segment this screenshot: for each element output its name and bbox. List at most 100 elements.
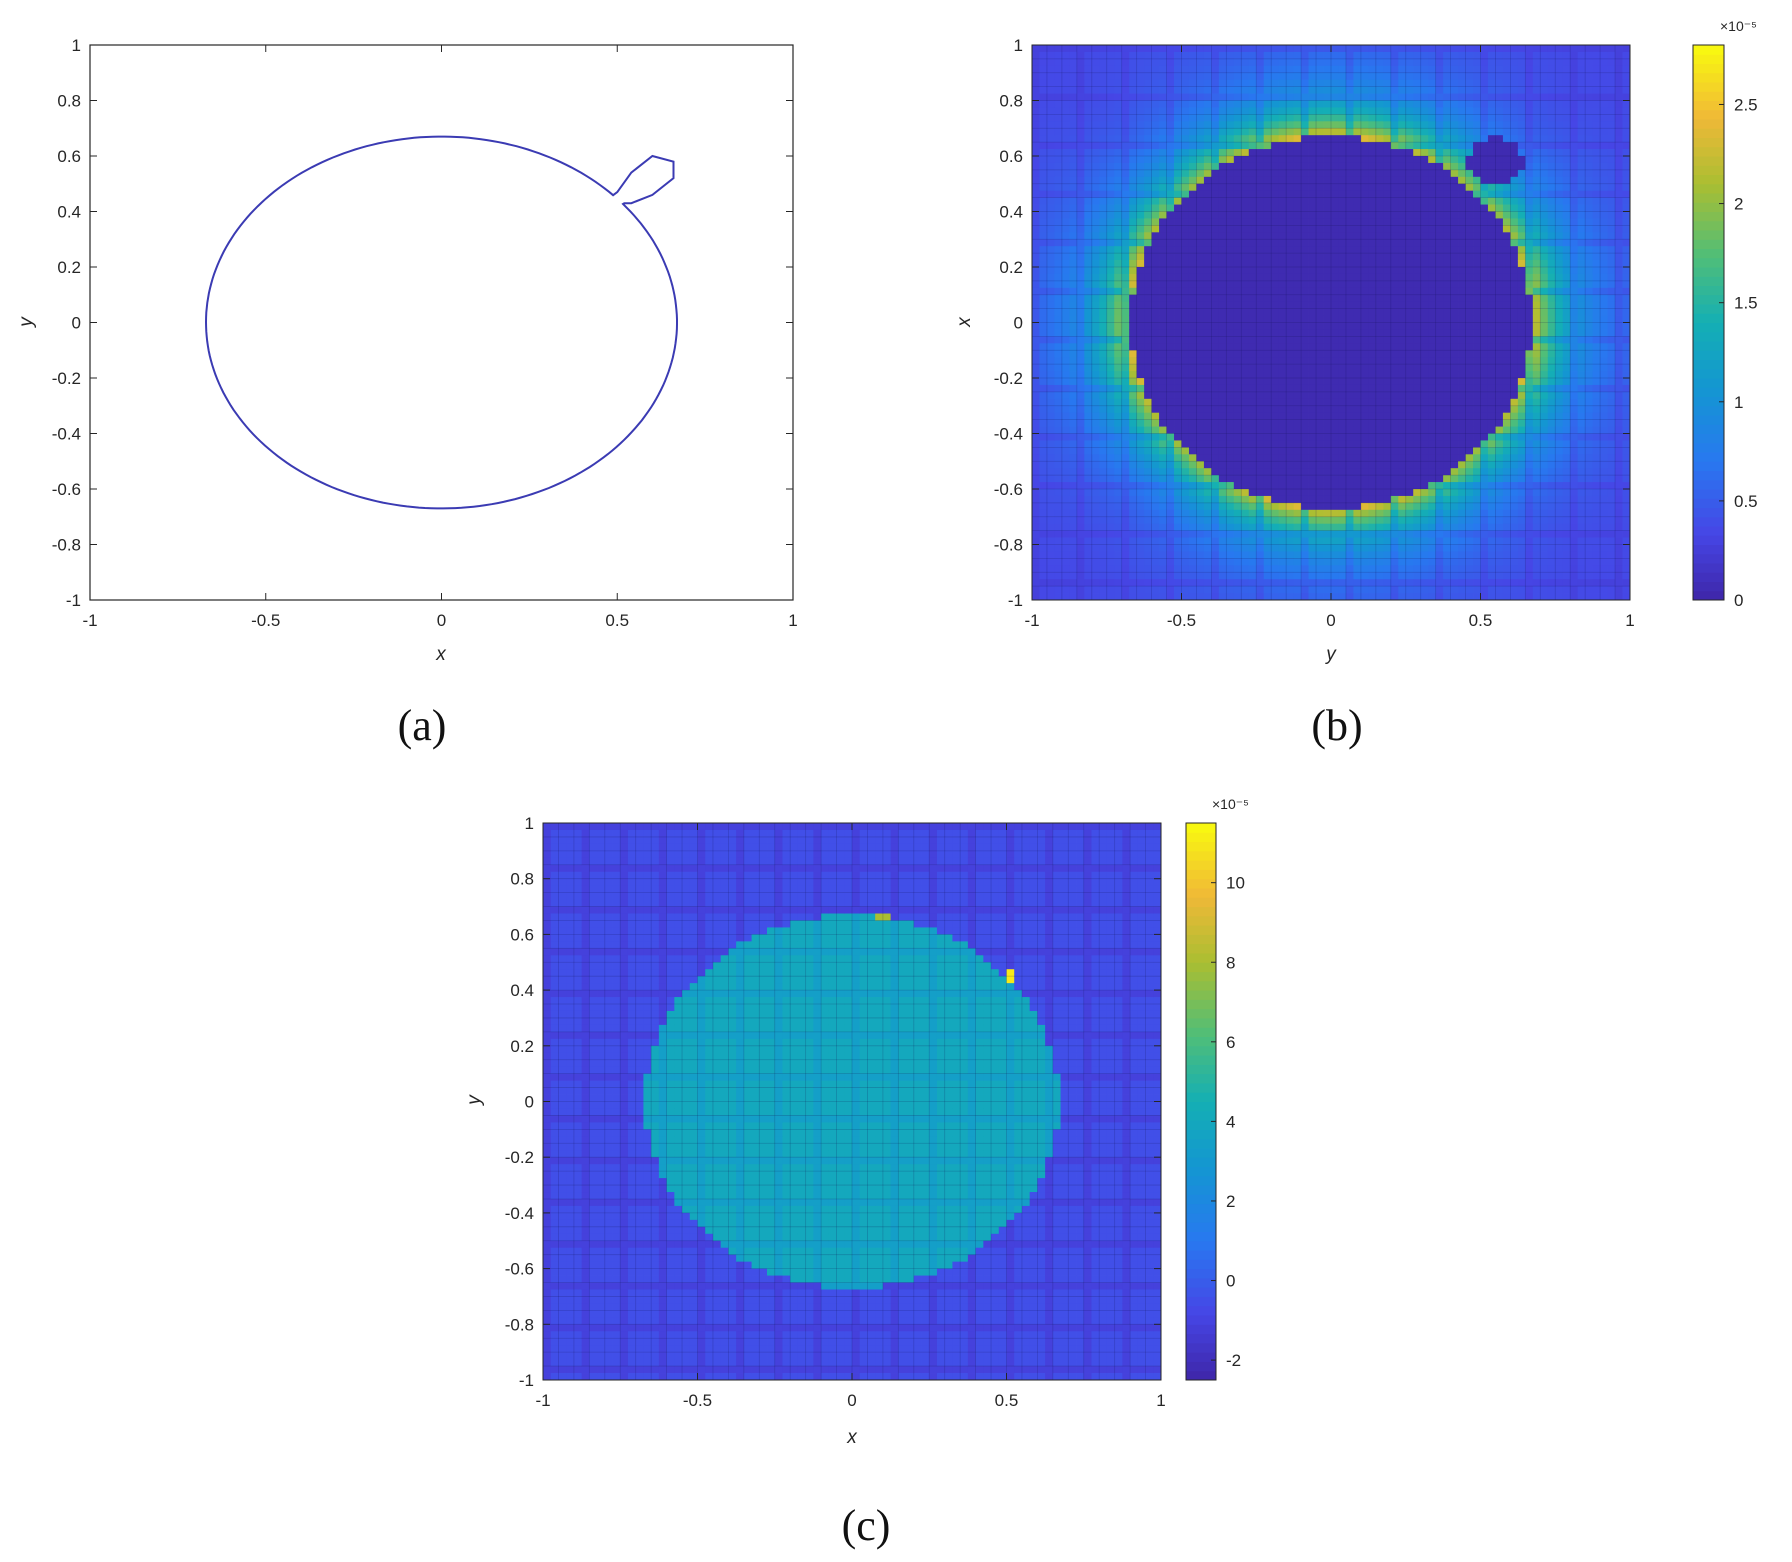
heatmap-cell	[1383, 378, 1392, 386]
heatmap-cell	[1091, 246, 1100, 254]
heatmap-cell	[1188, 239, 1197, 247]
heatmap-cell	[1211, 176, 1220, 185]
heatmap-cell	[1069, 156, 1078, 164]
heatmap-cell	[1473, 246, 1481, 254]
heatmap-cell	[1360, 391, 1369, 400]
heatmap-cell	[1218, 301, 1227, 310]
heatmap-cell	[1218, 482, 1227, 490]
heatmap-cell	[1435, 211, 1444, 219]
heatmap-cell	[1286, 176, 1295, 185]
heatmap-cell	[1076, 593, 1085, 601]
heatmap-cell	[1293, 371, 1302, 379]
heatmap-cell	[1054, 253, 1063, 261]
heatmap-cell	[1450, 162, 1459, 171]
heatmap-cell	[1278, 156, 1287, 164]
heatmap-cell	[1316, 530, 1324, 538]
heatmap-cell	[1091, 107, 1100, 115]
heatmap-cell	[1211, 336, 1220, 344]
heatmap-cell	[1360, 336, 1369, 344]
heatmap-cell	[1278, 322, 1287, 330]
heatmap-cell	[1293, 315, 1302, 323]
heatmap-cell	[1196, 176, 1205, 185]
heatmap-cell	[1308, 114, 1317, 122]
heatmap-cell	[1465, 260, 1474, 268]
heatmap-cell	[1338, 190, 1347, 199]
heatmap-cell	[1263, 301, 1272, 310]
heatmap-cell	[1435, 86, 1444, 94]
heatmap-cell	[1331, 162, 1339, 171]
heatmap-cell	[1473, 51, 1481, 60]
heatmap-cell	[1091, 350, 1100, 358]
heatmap-cell	[1458, 405, 1466, 414]
heatmap-cell	[1360, 190, 1369, 199]
heatmap-cell	[1405, 128, 1414, 136]
heatmap-cell	[1233, 142, 1242, 150]
heatmap-cell	[1069, 482, 1078, 490]
heatmap-cell	[1121, 398, 1130, 407]
heatmap-cell	[1316, 322, 1324, 330]
heatmap-cell	[1458, 204, 1466, 212]
heatmap-cell	[1136, 294, 1145, 303]
heatmap-cell	[1144, 468, 1153, 476]
heatmap-cell	[1241, 412, 1250, 421]
heatmap-cell	[1390, 426, 1399, 434]
heatmap-cell	[1487, 301, 1496, 310]
heatmap-cell	[1084, 593, 1093, 601]
heatmap-cell	[1480, 253, 1489, 261]
heatmap-cell	[1480, 482, 1489, 490]
heatmap-cell	[1390, 502, 1399, 511]
heatmap-cell	[1151, 204, 1160, 212]
heatmap-cell	[1271, 537, 1280, 545]
heatmap-cell	[1443, 523, 1452, 532]
heatmap-cell	[1069, 544, 1078, 552]
heatmap-cell	[1054, 475, 1063, 483]
heatmap-cell	[1390, 371, 1399, 379]
heatmap-cell	[1375, 197, 1384, 205]
heatmap-cell	[1166, 482, 1175, 490]
heatmap-cell	[1114, 225, 1123, 233]
heatmap-cell	[1136, 509, 1145, 518]
heatmap-cell	[1106, 398, 1115, 407]
heatmap-cell	[1331, 509, 1339, 518]
heatmap-cell	[1046, 86, 1055, 94]
heatmap-cell	[1106, 176, 1115, 185]
heatmap-cell	[1233, 565, 1242, 573]
heatmap-cell	[1278, 558, 1287, 566]
heatmap-cell	[1323, 454, 1332, 462]
heatmap-cell	[1099, 572, 1108, 580]
heatmap-cell	[1084, 558, 1093, 566]
heatmap-cell	[1458, 454, 1466, 462]
heatmap-cell	[1345, 197, 1354, 205]
heatmap-cell	[1263, 558, 1272, 566]
heatmap-cell	[1413, 315, 1422, 323]
heatmap-cell	[1032, 565, 1040, 573]
heatmap-cell	[1241, 280, 1250, 289]
heatmap-cell	[1316, 558, 1324, 566]
heatmap-cell	[1226, 565, 1235, 573]
heatmap-cell	[1233, 79, 1242, 88]
heatmap-cell	[1301, 544, 1309, 552]
heatmap-cell	[1487, 322, 1496, 330]
heatmap-cell	[1076, 287, 1085, 296]
heatmap-cell	[1413, 156, 1422, 164]
heatmap-cell	[1398, 384, 1407, 393]
heatmap-cell	[1353, 51, 1362, 60]
heatmap-cell	[1136, 405, 1145, 414]
heatmap-cell	[1226, 371, 1235, 379]
heatmap-cell	[1218, 502, 1227, 511]
heatmap-cell	[1256, 149, 1265, 157]
heatmap-cell	[1420, 156, 1429, 164]
heatmap-cell	[1136, 169, 1145, 178]
heatmap-cell	[1428, 176, 1437, 185]
heatmap-cell	[1390, 246, 1399, 254]
heatmap-cell	[1375, 461, 1384, 469]
heatmap-cell	[1480, 45, 1489, 53]
heatmap-cell	[1248, 287, 1257, 296]
heatmap-cell	[1076, 100, 1085, 108]
heatmap-cell	[1061, 371, 1070, 379]
heatmap-cell	[1278, 121, 1287, 129]
heatmap-cell	[1076, 246, 1085, 254]
heatmap-cell	[1271, 204, 1280, 212]
heatmap-cell	[1360, 371, 1369, 379]
heatmap-cell	[1458, 301, 1466, 310]
